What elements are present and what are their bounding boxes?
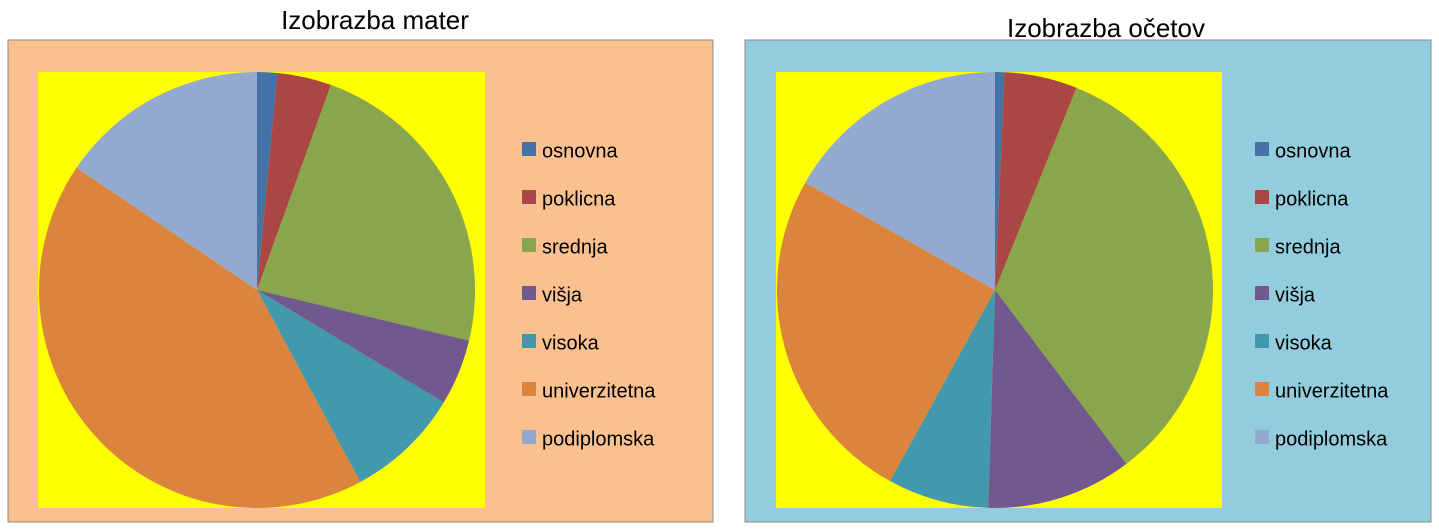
legend-label: osnovna bbox=[1275, 140, 1351, 162]
pie-slice bbox=[995, 72, 1077, 291]
pie-slice bbox=[988, 290, 1127, 508]
legend-label: univerzitetna bbox=[542, 380, 656, 402]
legend-swatch bbox=[1255, 238, 1269, 252]
legend-label: višja bbox=[1275, 284, 1316, 306]
pie-slice bbox=[39, 167, 361, 508]
legend-label: poklicna bbox=[1275, 188, 1349, 210]
legend-swatch bbox=[1255, 430, 1269, 444]
legend-label: visoka bbox=[1275, 332, 1333, 354]
pie-slice bbox=[995, 87, 1213, 464]
pie-slice bbox=[889, 290, 995, 508]
pie-slice bbox=[776, 182, 995, 482]
legend-label: višja bbox=[542, 284, 583, 306]
pie-slice bbox=[257, 72, 331, 291]
pie-slice bbox=[805, 72, 995, 290]
pie-slice bbox=[995, 72, 1005, 290]
chart-title: Izobrazba mater bbox=[281, 5, 469, 35]
pie-slice bbox=[76, 72, 258, 290]
legend-swatch bbox=[1255, 382, 1269, 396]
legend-label: visoka bbox=[542, 332, 600, 354]
pie-slice bbox=[257, 84, 475, 341]
legend-swatch bbox=[522, 286, 536, 300]
legend-swatch bbox=[1255, 334, 1269, 348]
pie-slice bbox=[257, 72, 278, 290]
legend-swatch bbox=[522, 190, 536, 204]
legend-label: podiplomska bbox=[1275, 428, 1388, 450]
legend-label: univerzitetna bbox=[1275, 380, 1389, 402]
pie-slice bbox=[257, 290, 470, 403]
legend-swatch bbox=[522, 238, 536, 252]
legend-label: poklicna bbox=[542, 188, 616, 210]
pie-slice bbox=[257, 290, 444, 482]
legend-label: srednja bbox=[542, 236, 608, 258]
legend-swatch bbox=[1255, 286, 1269, 300]
legend-swatch bbox=[522, 142, 536, 156]
legend-swatch bbox=[1255, 190, 1269, 204]
chart-title: Izobrazba očetov bbox=[1007, 13, 1205, 43]
legend-swatch bbox=[522, 334, 536, 348]
legend-swatch bbox=[522, 430, 536, 444]
legend-swatch bbox=[522, 382, 536, 396]
legend-swatch bbox=[1255, 142, 1269, 156]
legend-label: osnovna bbox=[542, 140, 618, 162]
legend-label: podiplomska bbox=[542, 428, 655, 450]
legend-label: srednja bbox=[1275, 236, 1341, 258]
